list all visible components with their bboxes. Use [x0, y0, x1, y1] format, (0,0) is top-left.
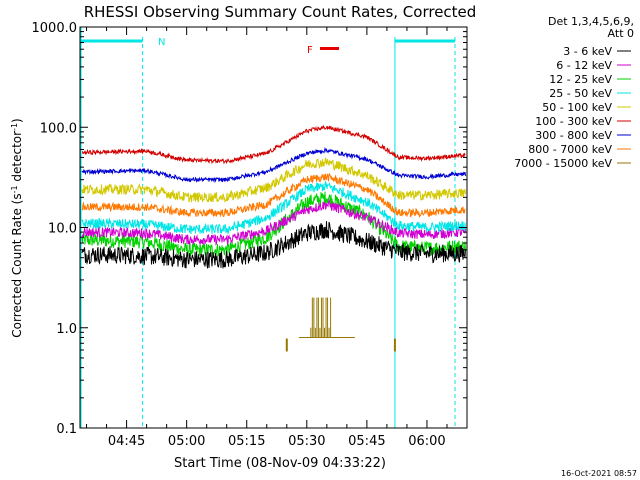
y-tick-label: 1.0 — [56, 322, 77, 337]
series-layer — [81, 124, 466, 352]
y-tick-label: 10.0 — [48, 222, 77, 237]
x-tick-label: 05:30 — [288, 434, 325, 449]
legend-label: 800 - 7000 keV — [528, 143, 612, 156]
x-tick-label: 05:00 — [168, 434, 205, 449]
night-label: N — [158, 37, 165, 48]
series-line-0 — [81, 221, 466, 269]
legend-label: 7000 - 15000 keV — [514, 157, 612, 170]
flare-label: F — [307, 45, 313, 56]
x-axis-label: Start Time (08-Nov-09 04:33:22) — [174, 456, 386, 471]
axes: 1000.0 100.0 10.0 1.0 0.1 04:45 05:00 05:15 05:3… — [32, 21, 468, 449]
legend-header-detectors: Det 1,3,4,5,6,9, — [548, 15, 634, 28]
legend-label: 6 - 12 keV — [556, 59, 612, 72]
y-tick-label: 1000.0 — [32, 21, 78, 36]
legend-header-attenuator: Att 0 — [608, 27, 634, 40]
series-line-1 — [81, 198, 466, 246]
x-tick-label: 05:45 — [348, 434, 385, 449]
series-line-6 — [81, 146, 466, 184]
series-line-8 — [285, 297, 396, 352]
date-stamp: 16-Oct-2021 08:57 — [561, 469, 637, 478]
y-axis-label: Corrected Count Rate (s-1 detector-1) — [10, 118, 25, 337]
x-tick-label: 04:45 — [108, 434, 145, 449]
legend-label: 25 - 50 keV — [549, 87, 612, 100]
y-tick-label: 0.1 — [56, 422, 77, 437]
series-line-7 — [81, 172, 466, 218]
x-tick-label: 05:15 — [228, 434, 265, 449]
x-tick-label: 06:00 — [408, 434, 445, 449]
series-line-4 — [81, 157, 466, 203]
legend-label: 100 - 300 keV — [535, 115, 612, 128]
legend-label: 12 - 25 keV — [549, 73, 612, 86]
y-axis-label-sup1: -1 — [10, 185, 19, 193]
flare-marker — [320, 47, 339, 50]
y-tick-label: 100.0 — [40, 121, 77, 136]
legend-label: 300 - 800 keV — [535, 129, 612, 142]
legend-label: 3 - 6 keV — [563, 45, 612, 58]
legend-label: 50 - 100 keV — [542, 101, 612, 114]
chart-title: RHESSI Observing Summary Count Rates, Co… — [84, 3, 477, 21]
series-line-5 — [82, 124, 466, 165]
y-axis-label-sup2: -1 — [10, 123, 19, 131]
series-line-3 — [81, 181, 466, 235]
